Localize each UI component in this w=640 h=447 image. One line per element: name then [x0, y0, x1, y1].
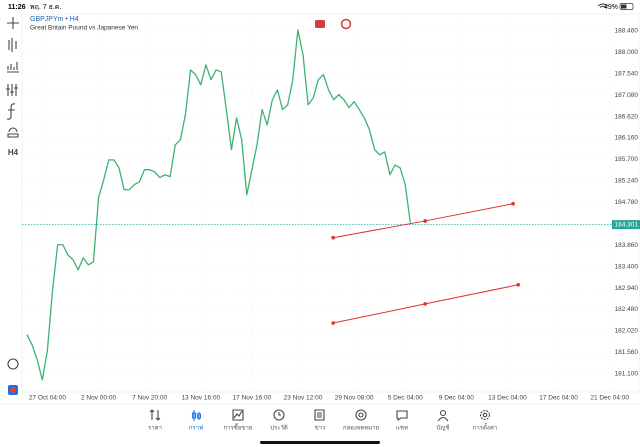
- trend-point: [423, 302, 427, 306]
- trend-line: [333, 203, 514, 239]
- x-tick-label: 17 Nov 16:00: [233, 395, 272, 402]
- x-tick-label: 2 Nov 00:00: [81, 395, 116, 402]
- crosshair-tool[interactable]: [7, 17, 19, 29]
- tab-label[interactable]: ข่าว: [315, 425, 326, 432]
- tab-label[interactable]: กล่องจดหมาย: [343, 425, 379, 432]
- trend-point: [511, 201, 515, 206]
- zoom-tool[interactable]: [7, 358, 19, 370]
- y-tick-label: 188.460: [615, 27, 639, 34]
- x-tick-label: 23 Nov 12:00: [284, 395, 323, 402]
- chart-type-tool[interactable]: [8, 38, 17, 52]
- x-tick-label: 27 Oct 04:00: [29, 395, 67, 402]
- chart-title: GBPJPYm • H4: [30, 16, 79, 23]
- trend-point: [331, 321, 335, 325]
- y-tick-label: 183.400: [615, 263, 639, 270]
- x-tick-label: 5 Dec 04:00: [388, 395, 423, 402]
- y-tick-label: 181.560: [615, 349, 639, 356]
- plot-area: 188.460 188.000 187.540 187.080 186.620 186.1…: [21, 13, 640, 402]
- tab[interactable]: กล่องจดหมาย: [343, 409, 379, 432]
- toolbar: H4: [6, 17, 19, 395]
- status-battery: 49%: [604, 4, 618, 11]
- tab-label[interactable]: การตั้งค่า: [473, 422, 497, 432]
- y-tick-label: 185.240: [615, 178, 639, 185]
- indicator-tool[interactable]: [7, 62, 19, 73]
- x-tick-label: 13 Dec 04:00: [488, 395, 527, 402]
- x-tick-label: 21 Dec 04:00: [590, 395, 629, 402]
- wifi-icon: [597, 3, 609, 8]
- tab-label[interactable]: แชท: [396, 425, 408, 432]
- flag-icon[interactable]: [315, 20, 325, 28]
- tab[interactable]: ข่าว: [314, 409, 326, 432]
- flag-icon[interactable]: [340, 18, 352, 30]
- settings-tool[interactable]: [6, 84, 18, 96]
- function-tool[interactable]: [6, 103, 16, 120]
- tab-label[interactable]: การซื้อขาย: [224, 422, 253, 432]
- y-tick-label: 185.700: [615, 156, 639, 163]
- y-tick-label: 186.160: [615, 135, 639, 142]
- chart-subtitle: Great Britain Pound vs Japanese Yen: [30, 25, 138, 32]
- timeframe-button[interactable]: H4: [8, 148, 19, 157]
- trend-point: [423, 219, 427, 223]
- y-tick-label: 182.020: [615, 328, 639, 335]
- y-tick-label: 181.100: [615, 371, 639, 378]
- tab[interactable]: ราคา: [148, 409, 162, 432]
- current-price-box: [612, 220, 640, 230]
- y-tick-label: 188.000: [615, 49, 639, 56]
- plot-border: [21, 13, 640, 393]
- y-tick-label: 187.080: [615, 92, 639, 99]
- x-tick-label: 9 Dec 04:00: [439, 395, 474, 402]
- home-indicator: [260, 441, 380, 444]
- tab[interactable]: กราฟ: [189, 410, 203, 432]
- tab[interactable]: การซื้อขาย: [224, 409, 253, 432]
- battery-level: [621, 4, 627, 9]
- x-tick-label: 17 Dec 04:00: [539, 395, 578, 402]
- trend-point: [516, 282, 520, 287]
- tab-label[interactable]: ราคา: [148, 425, 162, 432]
- tab-label[interactable]: บัญชี: [437, 424, 450, 432]
- tab[interactable]: แชท: [396, 410, 408, 432]
- battery-icon: [619, 3, 634, 10]
- status-date: พฤ. 7 ธ.ค.: [30, 4, 61, 11]
- y-tick-label: 184.780: [615, 199, 639, 206]
- tab-label[interactable]: กราฟ: [189, 425, 203, 432]
- x-tick-label: 7 Nov 20:00: [132, 395, 167, 402]
- x-tick-label: 29 Nov 08:00: [335, 395, 374, 402]
- current-price-label: 184.301: [615, 221, 639, 228]
- y-tick-label: 186.620: [615, 113, 639, 120]
- status-time: 11:26: [8, 4, 26, 11]
- tab-label[interactable]: ประวัติ: [270, 425, 288, 432]
- objects-tool[interactable]: [7, 127, 19, 138]
- trend-point: [331, 235, 335, 240]
- y-tick-label: 182.480: [615, 306, 639, 313]
- tab[interactable]: บัญชี: [437, 409, 450, 432]
- tab[interactable]: ประวัติ: [270, 409, 288, 432]
- y-tick-label: 183.860: [615, 242, 639, 249]
- trade-button-dot: [10, 387, 16, 393]
- price-line: [26, 29, 411, 381]
- x-tick-label: 13 Nov 16:00: [181, 395, 220, 402]
- y-tick-label: 187.540: [615, 70, 639, 77]
- y-tick-label: 182.940: [615, 285, 639, 292]
- tab[interactable]: การตั้งค่า: [473, 409, 497, 432]
